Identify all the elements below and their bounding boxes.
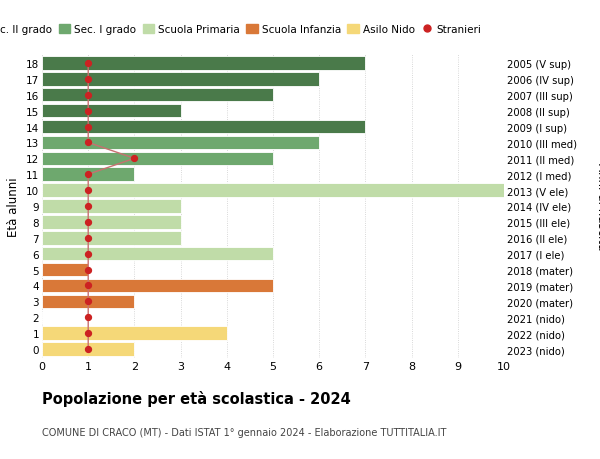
Y-axis label: Età alunni: Età alunni [7, 177, 20, 236]
Point [83, 187, 93, 194]
Bar [42, 279, 273, 292]
Bar [42, 231, 181, 245]
Bar [42, 184, 504, 197]
Point [83, 346, 93, 353]
Point [83, 330, 93, 337]
Point [83, 76, 93, 84]
Y-axis label: Anni di nascita: Anni di nascita [595, 163, 600, 250]
Point [83, 282, 93, 290]
Point [83, 298, 93, 305]
Bar [42, 216, 181, 229]
Bar [42, 295, 134, 308]
Point [83, 92, 93, 99]
Point [83, 60, 93, 67]
Point [83, 203, 93, 210]
Point [83, 108, 93, 115]
Point [83, 171, 93, 179]
Point [83, 219, 93, 226]
Point [83, 140, 93, 147]
Point [83, 123, 93, 131]
Legend: Sec. II grado, Sec. I grado, Scuola Primaria, Scuola Infanzia, Asilo Nido, Stran: Sec. II grado, Sec. I grado, Scuola Prim… [0, 21, 486, 39]
Point [130, 155, 139, 162]
Text: Popolazione per età scolastica - 2024: Popolazione per età scolastica - 2024 [42, 390, 351, 406]
Bar [42, 152, 273, 166]
Bar [42, 327, 227, 340]
Point [83, 235, 93, 242]
Bar [42, 200, 181, 213]
Bar [42, 247, 273, 261]
Bar [42, 168, 134, 182]
Bar [42, 342, 134, 356]
Bar [42, 73, 319, 86]
Point [83, 266, 93, 274]
Point [83, 314, 93, 321]
Bar [42, 136, 319, 150]
Point [83, 251, 93, 258]
Text: COMUNE DI CRACO (MT) - Dati ISTAT 1° gennaio 2024 - Elaborazione TUTTITALIA.IT: COMUNE DI CRACO (MT) - Dati ISTAT 1° gen… [42, 427, 446, 437]
Bar [42, 263, 88, 277]
Bar [42, 105, 181, 118]
Bar [42, 121, 365, 134]
Bar [42, 57, 365, 71]
Bar [42, 89, 273, 102]
